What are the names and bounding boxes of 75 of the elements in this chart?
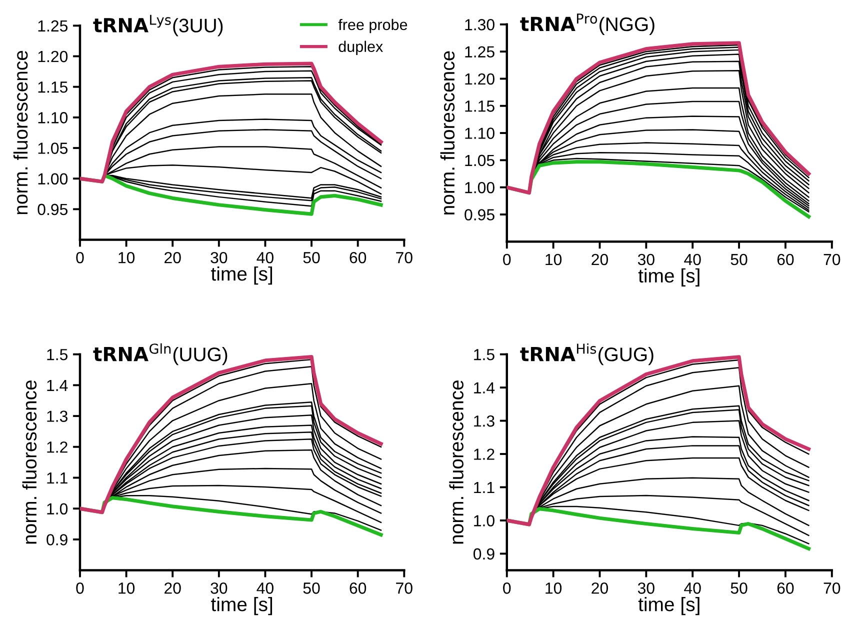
y-tick-label: 1.15 <box>38 82 68 93</box>
y-tick-label: 1.1 <box>474 482 494 494</box>
x-tick-label: 10 <box>118 252 135 264</box>
y-axis-title: norm. fluorescence <box>13 50 28 214</box>
x-tick-label: 0 <box>503 582 511 594</box>
y-tick-label: 1.20 <box>465 73 494 85</box>
y-tick-label: 0.9 <box>46 534 68 546</box>
y-axis-title: norm. fluorescence <box>440 51 455 214</box>
y-tick-label: 1.00 <box>38 173 68 185</box>
legend-label: duplex <box>338 40 383 56</box>
x-axis-title: time [s] <box>211 596 272 616</box>
chart-title: tRNA$^{Lys}$(3UU) <box>93 14 223 36</box>
x-tick-label: 70 <box>824 582 840 594</box>
chart-title: tRNA$^{Gln}$(UUG) <box>93 343 228 366</box>
x-tick-label: 20 <box>592 254 608 266</box>
x-tick-label: 50 <box>730 254 748 266</box>
x-tick-label: 30 <box>210 582 228 594</box>
x-tick-label: 30 <box>638 254 654 266</box>
y-tick-label: 1.10 <box>465 128 494 139</box>
y-tick-label: 1.2 <box>474 448 494 460</box>
y-tick-label: 1.5 <box>474 349 494 360</box>
y-tick-label: 0.95 <box>38 204 68 216</box>
x-tick-label: 50 <box>303 582 320 594</box>
x-axis-title: time [s] <box>638 596 700 616</box>
y-tick-label: 0.95 <box>464 209 494 220</box>
y-tick-label: 1.4 <box>47 380 68 391</box>
x-tick-label: 50 <box>730 582 748 594</box>
y-tick-label: 1.4 <box>474 382 495 394</box>
y-tick-label: 1.0 <box>474 515 494 526</box>
x-tick-label: 60 <box>350 582 366 594</box>
x-tick-label: 20 <box>164 252 181 264</box>
x-tick-label: 40 <box>256 252 274 264</box>
x-tick-label: 0 <box>503 254 511 266</box>
y-tick-label: 1.05 <box>465 154 494 166</box>
y-tick-label: 1.5 <box>47 349 68 360</box>
x-tick-label: 10 <box>118 582 135 594</box>
x-tick-label: 30 <box>638 582 654 594</box>
x-tick-label: 20 <box>592 582 608 594</box>
x-tick-label: 60 <box>777 582 794 594</box>
x-tick-label: 40 <box>684 582 701 594</box>
y-tick-label: 1.15 <box>465 100 494 112</box>
legend-label: free probe <box>338 18 408 34</box>
x-tick-label: 60 <box>777 254 794 266</box>
x-axis-title: time [s] <box>211 266 272 285</box>
x-tick-label: 20 <box>164 582 181 594</box>
y-tick-label: 1.20 <box>38 50 68 62</box>
x-tick-label: 50 <box>303 252 320 264</box>
x-tick-label: 70 <box>396 582 412 594</box>
x-tick-label: 10 <box>546 582 562 594</box>
x-tick-label: 30 <box>210 252 228 264</box>
x-tick-label: 60 <box>350 252 366 264</box>
y-tick-label: 1.30 <box>465 19 494 30</box>
y-tick-label: 1.2 <box>47 442 68 453</box>
chart-title: tRNA$^{His}$(GUG) <box>520 343 654 366</box>
y-tick-label: 1.1 <box>47 472 68 484</box>
y-tick-label: 1.00 <box>465 182 494 194</box>
x-tick-label: 40 <box>256 582 274 594</box>
y-tick-label: 1.3 <box>47 410 68 422</box>
y-tick-label: 1.3 <box>474 415 494 427</box>
y-tick-label: 1.25 <box>465 46 494 58</box>
y-tick-label: 1.0 <box>47 503 68 515</box>
y-tick-label: 1.05 <box>38 142 68 154</box>
x-tick-label: 0 <box>76 252 84 264</box>
y-tick-label: 0.9 <box>474 548 494 560</box>
x-tick-label: 0 <box>76 582 84 594</box>
x-tick-label: 10 <box>546 254 562 266</box>
y-tick-label: 1.10 <box>38 112 68 124</box>
x-tick-label: 40 <box>684 254 701 266</box>
x-tick-label: 70 <box>396 252 412 264</box>
x-axis-title: time [s] <box>638 268 700 286</box>
chart-title: tRNA$^{Pro}$(NGG) <box>520 14 654 36</box>
y-axis-title: norm. fluorescence <box>449 380 464 544</box>
y-axis-title: norm. fluorescence <box>22 380 37 544</box>
y-tick-label: 1.25 <box>38 20 68 32</box>
x-tick-label: 70 <box>824 254 840 266</box>
